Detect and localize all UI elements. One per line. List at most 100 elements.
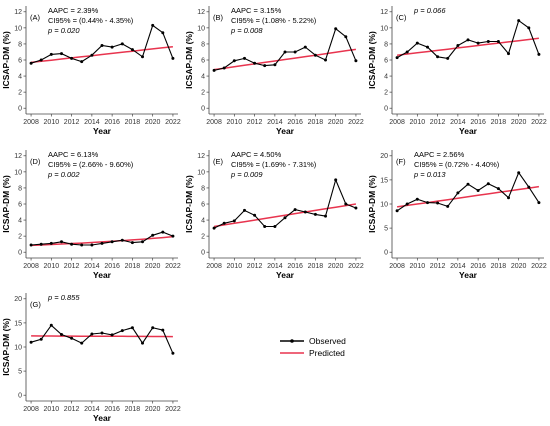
x-tick-label: 2014 <box>84 406 100 413</box>
y-tick-label: 0 <box>18 250 22 257</box>
chart-panel-2: 0 2 4 6 8 10 12 2008 2010 2012 2014 2016 2018 2020 202… <box>184 6 364 136</box>
x-tick-label: 2018 <box>125 263 141 270</box>
stat-annotation: CI95% = (2.66% - 9.60%) <box>48 160 134 169</box>
x-tick-label: 2012 <box>64 263 80 270</box>
observed-point <box>222 221 226 225</box>
predicted-series-line <box>213 203 357 228</box>
x-tick-label: 2010 <box>227 263 243 270</box>
x-tick-label: 2020 <box>511 119 527 126</box>
y-tick-label: 4 <box>201 73 205 80</box>
observed-point <box>110 333 114 337</box>
observed-point <box>29 61 33 65</box>
observed-point <box>344 35 348 39</box>
observed-point <box>293 208 297 212</box>
observed-point <box>507 52 510 56</box>
chart-panel-6: 0 5 10 15 20 2008 2010 2012 2014 2016 2018 2020 2022… <box>367 150 547 280</box>
y-tick-label: 4 <box>201 217 205 224</box>
observed-point <box>496 40 500 43</box>
observed-point <box>80 341 84 345</box>
x-tick-label: 2020 <box>328 119 344 126</box>
stat-annotation: p = 0.066 <box>413 6 446 15</box>
observed-point <box>405 202 409 206</box>
y-tick-label: 4 <box>18 217 22 224</box>
x-tick-label: 2010 <box>410 263 426 270</box>
observed-point <box>303 45 307 49</box>
observed-point <box>344 202 348 206</box>
y-tick-label: 10 <box>380 25 388 32</box>
stat-annotation: CI95% = (1.69% - 7.31%) <box>231 160 317 169</box>
observed-point <box>476 41 480 45</box>
x-tick-label: 2016 <box>104 263 120 270</box>
stat-annotation: CI95% = (0.72% - 4.40%) <box>414 160 500 169</box>
observed-point <box>263 64 267 68</box>
x-tick-label: 2020 <box>328 263 344 270</box>
observed-point <box>171 351 175 355</box>
observed-point <box>293 50 297 54</box>
x-tick-label: 2012 <box>430 119 446 126</box>
observed-point <box>486 182 490 186</box>
observed-point <box>537 52 541 56</box>
x-tick-label: 2008 <box>23 119 39 126</box>
predicted-series-line <box>396 185 540 208</box>
y-tick-label: 20 <box>380 153 388 160</box>
x-tick-label: 2010 <box>44 263 60 270</box>
observed-point <box>29 340 33 344</box>
observed-point <box>476 189 480 192</box>
x-tick-label: 2022 <box>165 119 181 126</box>
x-axis-label: Year <box>459 126 478 136</box>
y-axis-label: ICSAP-DM (%) <box>367 31 377 89</box>
y-tick-label: 12 <box>380 9 388 16</box>
legend: Observed Predicted <box>280 336 346 358</box>
y-tick-label: 2 <box>201 90 205 97</box>
x-tick-label: 2022 <box>348 263 364 270</box>
x-tick-label: 2008 <box>23 406 39 413</box>
observed-point <box>130 48 134 52</box>
y-axis-label: ICSAP-DM (%) <box>1 175 11 233</box>
observed-point <box>151 326 155 330</box>
observed-point <box>395 209 399 213</box>
chart-panel-5: 0 2 4 6 8 10 12 2008 2010 2012 2014 2016 2018 2020 202… <box>184 150 364 280</box>
y-tick-label: 6 <box>201 57 205 64</box>
observed-point <box>415 197 419 201</box>
y-axis-label: ICSAP-DM (%) <box>1 31 11 89</box>
stat-annotation: CI95% = (1.08% - 5.22%) <box>231 16 317 25</box>
legend-observed-label: Observed <box>309 336 346 346</box>
observed-point <box>161 230 165 234</box>
y-tick-label: 8 <box>18 185 22 192</box>
y-tick-label: 6 <box>18 201 22 208</box>
observed-point <box>80 60 84 64</box>
observed-point <box>415 41 419 45</box>
x-tick-label: 2016 <box>287 263 303 270</box>
observed-point <box>39 337 43 341</box>
y-tick-label: 8 <box>384 41 388 48</box>
x-axis-label: Year <box>93 126 112 136</box>
observed-point <box>151 23 155 27</box>
x-tick-label: 2022 <box>165 263 181 270</box>
panel-label: (E) <box>213 157 224 166</box>
x-tick-label: 2020 <box>145 119 161 126</box>
observed-point <box>100 331 104 335</box>
x-tick-label: 2016 <box>470 263 486 270</box>
observed-point <box>90 332 94 336</box>
observed-point <box>324 58 327 62</box>
observed-point <box>354 206 358 210</box>
x-tick-label: 2014 <box>450 263 466 270</box>
observed-point <box>303 210 307 214</box>
observed-point <box>313 212 317 216</box>
y-tick-label: 0 <box>18 106 22 113</box>
observed-point <box>29 243 33 247</box>
x-tick-label: 2016 <box>287 119 303 126</box>
y-tick-label: 10 <box>197 25 205 32</box>
observed-point <box>70 336 74 340</box>
x-tick-label: 2018 <box>125 119 141 126</box>
chart-panel-4: 0 2 4 6 8 10 12 2008 2010 2012 2014 2016 2018 2020 202… <box>1 150 181 280</box>
observed-point <box>130 326 134 330</box>
x-axis-label: Year <box>276 270 295 280</box>
observed-point <box>161 328 165 332</box>
y-tick-label: 6 <box>18 57 22 64</box>
observed-point <box>283 216 287 220</box>
y-tick-label: 12 <box>14 9 22 16</box>
y-tick-label: 15 <box>14 320 22 327</box>
y-tick-label: 8 <box>201 41 205 48</box>
x-tick-label: 2018 <box>491 263 507 270</box>
